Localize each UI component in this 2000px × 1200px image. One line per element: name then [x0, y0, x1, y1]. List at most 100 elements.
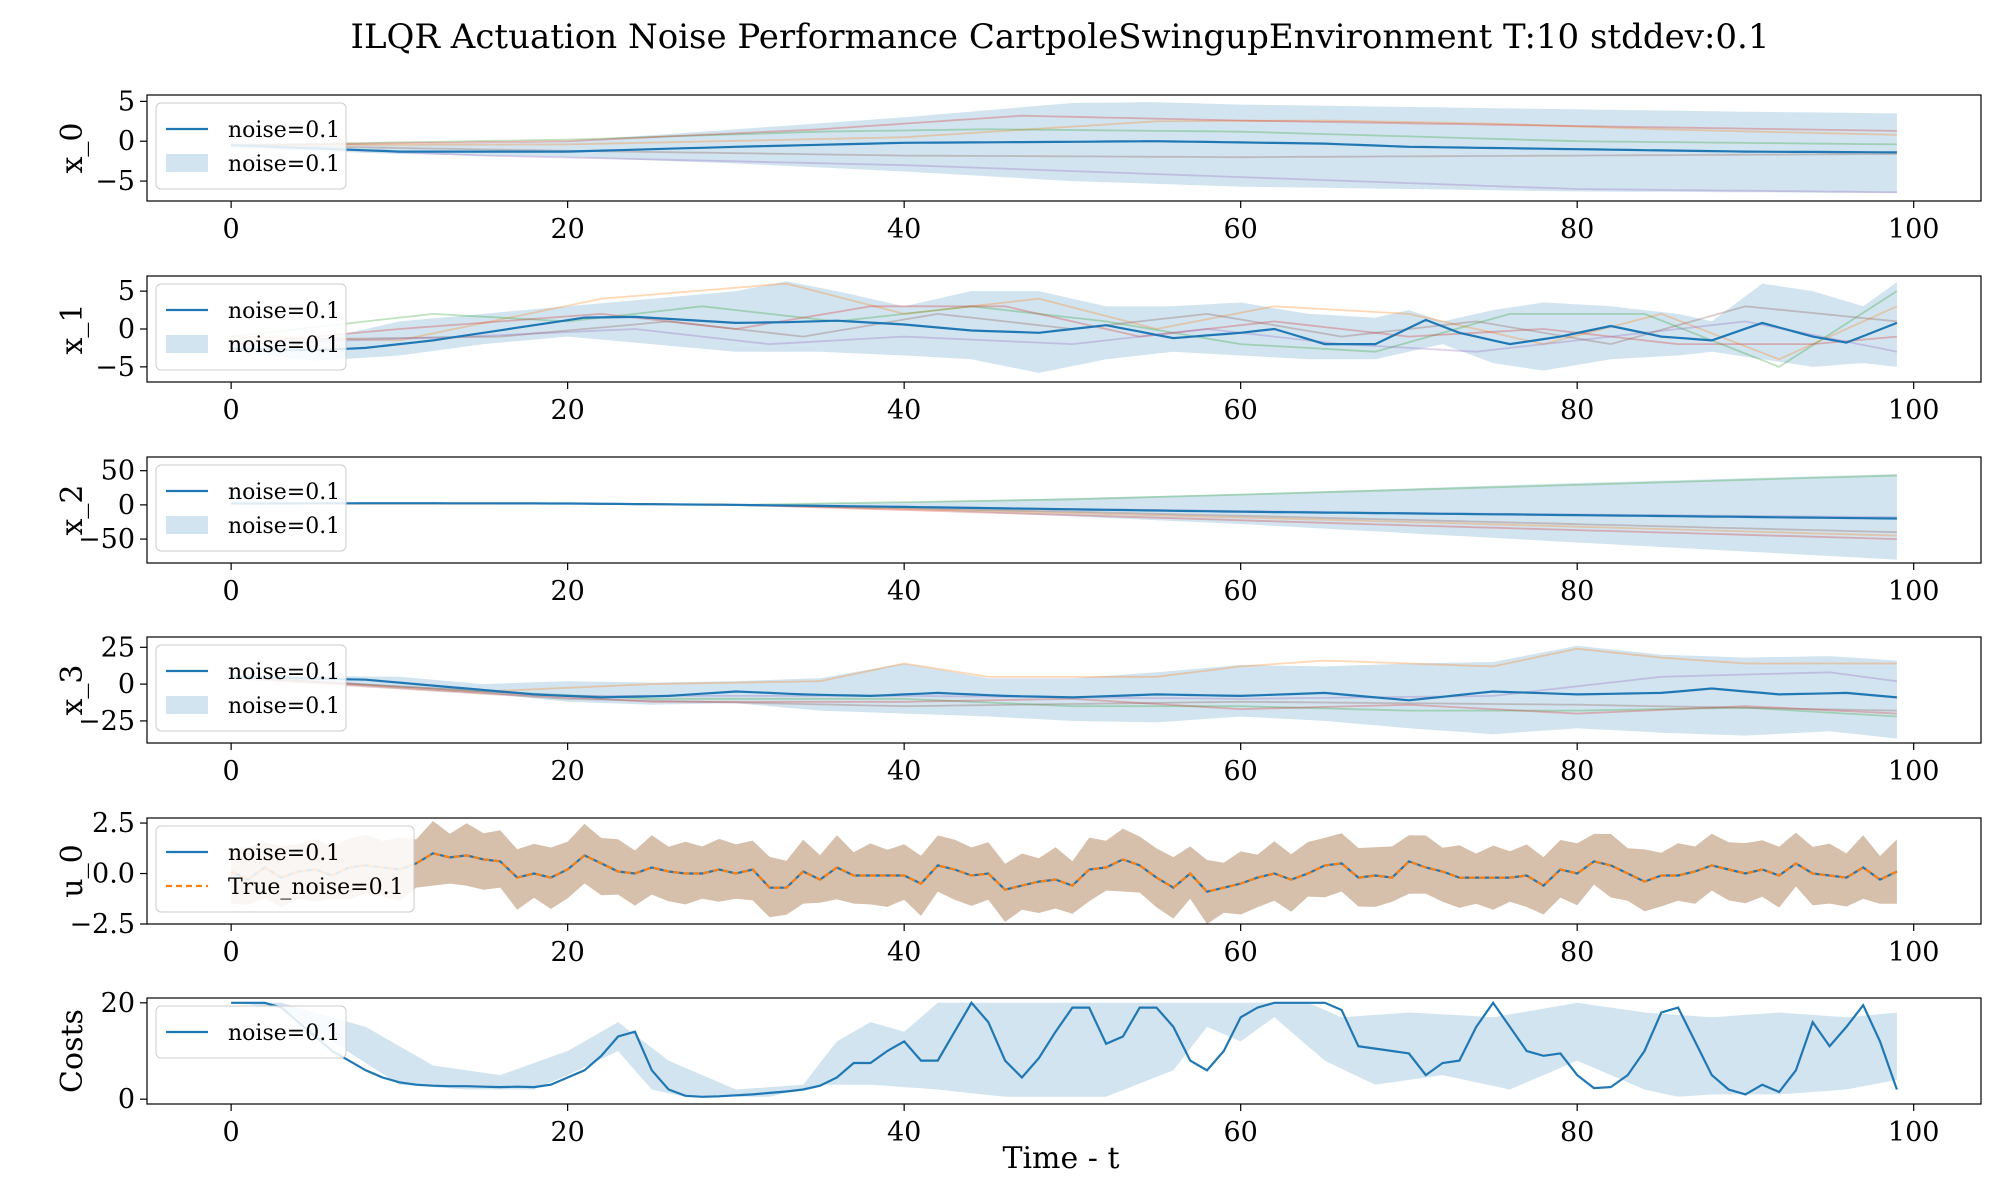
costs-axes-frame: [146, 997, 1982, 1105]
x1-xtick-label: 60: [1223, 395, 1257, 426]
costs-xtick-label: 60: [1223, 1117, 1257, 1148]
x2-xtick-label: 80: [1560, 576, 1594, 607]
x3-legend-label: noise=0.1: [228, 660, 340, 685]
x1-std-band: [231, 281, 1897, 373]
x2-plot-area: [231, 474, 1897, 560]
x2-ytick-label: 50: [101, 456, 135, 487]
subplot-u0: 0 20 40 60 80 100 2.5 0.0 −2.5 u_0 noise=0.1 True_n…: [55, 808, 1982, 968]
x3-ytick-label: 25: [101, 632, 135, 663]
x1-plot-area: [230, 281, 1898, 373]
subplot-x1: 0 20 40 60 80 100 5 0 −5x_1 noise=0.1 noise=0.1: [55, 275, 1982, 426]
costs-mean-line: [231, 1000, 1898, 1098]
x2-xtick-label: 20: [550, 576, 584, 607]
x0-xtick-label: 60: [1223, 214, 1257, 245]
u0-legend-label: noise=0.1: [228, 841, 340, 866]
x2-xtick-label: 60: [1223, 576, 1257, 607]
x3-mean-line: [231, 675, 1897, 702]
x0-legend-band-swatch: [166, 154, 208, 172]
x0-ytick-label: −5: [95, 166, 135, 197]
costs-xtick-label: 100: [1888, 1117, 1940, 1148]
x1-ytick-label: −5: [95, 352, 135, 383]
x1-mean-line: [231, 315, 1898, 352]
u0-legend: noise=0.1 True_noise=0.1: [155, 825, 415, 913]
x1-xtick-label: 80: [1560, 395, 1594, 426]
u0-ytick-label: −2.5: [69, 909, 135, 940]
x1-trajectory-5: [231, 305, 1897, 346]
x1-xtick-label: 40: [887, 395, 921, 426]
x2-axes-frame: [146, 456, 1982, 564]
x3-xtick-label: 0: [223, 756, 240, 787]
costs-legend-box: [155, 1005, 347, 1059]
subplot-x3: 0 20 40 60 80 100 25 0 −25x_3 noise=0.1 noise=0.1: [55, 632, 1982, 787]
x1-y-axis-label: x_1: [55, 303, 90, 354]
x3-ytick-label: −25: [78, 706, 135, 737]
x2-xtick-label: 40: [887, 576, 921, 607]
u0-axes-frame: [146, 817, 1982, 925]
x0-xtick-label: 80: [1560, 214, 1594, 245]
u0-xtick-label: 80: [1560, 937, 1594, 968]
costs-plot-area: [231, 1000, 1898, 1098]
x3-xtick-label: 20: [550, 756, 584, 787]
x0-axes-frame: [146, 94, 1982, 202]
costs-ytick-label: 0: [118, 1084, 135, 1115]
x0-trajectory-3: [231, 114, 1897, 147]
x1-legend-label: noise=0.1: [228, 333, 340, 358]
u0-ytick-label: 2.5: [92, 808, 135, 839]
x3-y-axis-label: x_3: [55, 664, 90, 715]
x3-legend-band-swatch: [166, 696, 208, 714]
x3-std-band: [231, 645, 1897, 739]
x1-trajectory-2: [230, 290, 1898, 368]
x0-legend-box: [155, 102, 347, 190]
x2-xtick-label: 100: [1888, 576, 1940, 607]
u0-y-axis-label: u_0: [55, 844, 90, 897]
u0-xtick-label: 60: [1223, 937, 1257, 968]
u0-legend-box: [155, 825, 415, 913]
u0-plot-area: [230, 821, 1898, 924]
x2-ytick-label: 0: [118, 490, 135, 521]
x2-mean-line: [231, 502, 1897, 520]
x2-legend-label: noise=0.1: [228, 480, 340, 505]
costs-ytick-label: 20: [101, 988, 135, 1019]
u0-xtick-label: 100: [1888, 937, 1940, 968]
figure-title: ILQR Actuation Noise Performance Cartpol…: [351, 17, 1770, 57]
u0-xtick-label: 40: [887, 937, 921, 968]
x2-y-axis-label: x_2: [55, 484, 90, 535]
x2-legend-box: [155, 464, 347, 552]
x0-mean-line: [231, 140, 1897, 154]
costs-xtick-label: 20: [550, 1117, 584, 1148]
x0-legend-label: noise=0.1: [228, 118, 340, 143]
x3-legend-label: noise=0.1: [228, 694, 340, 719]
x0-ytick-label: 5: [118, 86, 135, 117]
x0-trajectory-2: [231, 128, 1897, 147]
costs-legend-label: noise=0.1: [228, 1021, 340, 1046]
costs-legend: noise=0.1: [155, 1005, 347, 1059]
x3-trajectory-3: [231, 675, 1897, 715]
x2-legend-label: noise=0.1: [228, 514, 340, 539]
x0-xtick-label: 100: [1888, 214, 1940, 245]
x3-trajectory-1: [231, 647, 1897, 693]
x-axis-label: Time - t: [1002, 1141, 1119, 1176]
x1-ytick-label: 0: [118, 314, 135, 345]
x3-xtick-label: 40: [887, 756, 921, 787]
u0-xtick-label: 20: [550, 937, 584, 968]
x0-ytick-label: 0: [118, 126, 135, 157]
subplot-x0: 0 20 40 60 80 100 5 0 −5x_0 noise=0.1 noise=0.1: [55, 86, 1982, 245]
x1-legend-box: [155, 283, 347, 371]
u0-std-band: [231, 821, 1897, 924]
x1-trajectory-4: [231, 320, 1898, 353]
x3-xtick-label: 60: [1223, 756, 1257, 787]
costs-y-axis-label: Costs: [55, 1009, 90, 1093]
x0-y-axis-label: x_0: [55, 122, 90, 173]
x2-legend: noise=0.1 noise=0.1: [155, 464, 347, 552]
x3-ytick-label: 0: [118, 669, 135, 700]
x0-xtick-label: 40: [887, 214, 921, 245]
x0-legend: noise=0.1 noise=0.1: [155, 102, 347, 190]
x2-std-band: [231, 474, 1897, 560]
x3-xtick-label: 100: [1888, 756, 1940, 787]
subplot-costs: 0 20 40 60 80 100 20 0 Costs noise=0.1: [55, 988, 1982, 1148]
x3-xtick-label: 80: [1560, 756, 1594, 787]
x1-legend-band-swatch: [166, 335, 208, 353]
